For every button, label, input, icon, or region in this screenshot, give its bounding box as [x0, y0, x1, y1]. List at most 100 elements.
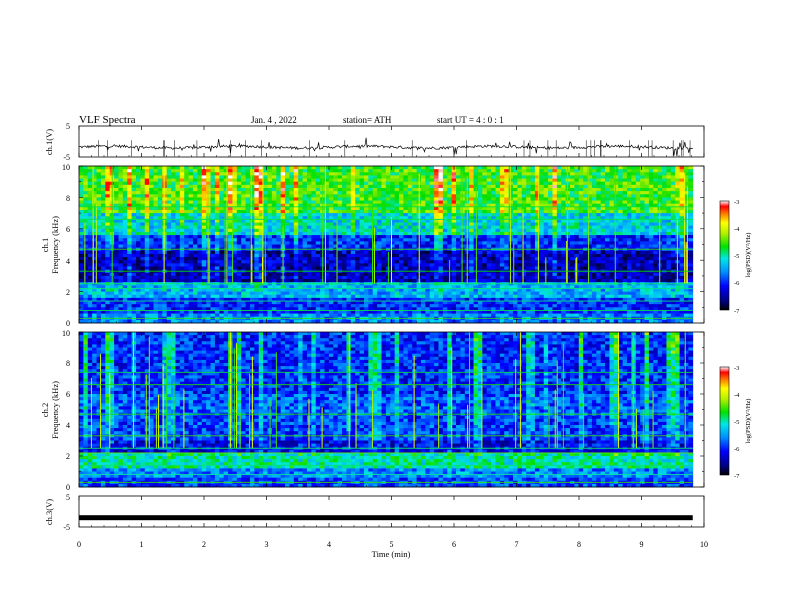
spectrogram-cell — [219, 235, 224, 239]
spectrogram-cell — [504, 179, 509, 183]
spectrogram-cell — [557, 219, 562, 223]
spectrogram-cell — [211, 194, 216, 198]
spectrogram-cell — [303, 226, 308, 230]
spectrogram-cell — [601, 207, 606, 211]
spectrogram-cell — [307, 194, 312, 198]
spectrogram-cell — [250, 229, 255, 233]
spectrogram-cell — [399, 213, 404, 217]
spectrogram-cell — [640, 257, 645, 261]
spectrogram-cell — [645, 226, 650, 230]
spectrogram-cell — [254, 166, 259, 170]
spectrogram-cell — [272, 188, 277, 192]
spectrogram-cell — [557, 263, 562, 267]
spectrogram-cell — [425, 263, 430, 267]
spectrogram-cell — [285, 263, 290, 267]
spectrogram-cell — [140, 166, 145, 170]
spectrogram-cell — [566, 219, 571, 223]
spectrogram-cell — [596, 194, 601, 198]
spectrogram-cell — [469, 213, 474, 217]
spectrogram-cell — [609, 172, 614, 176]
spectrogram-cell — [197, 223, 202, 227]
spectrogram-cell — [250, 188, 255, 192]
spectrogram-cell — [526, 188, 531, 192]
spectrogram-cell — [631, 191, 636, 195]
spectrogram-cell — [114, 201, 119, 205]
spectrogram-cell — [289, 226, 294, 230]
spectrogram-cell — [355, 251, 360, 255]
spectrogram-cell — [535, 213, 540, 217]
spectrogram-cell — [355, 213, 360, 217]
spectrogram-cell — [482, 194, 487, 198]
spectrogram-cell — [636, 201, 641, 205]
spectrogram-cell — [430, 175, 435, 179]
spectrogram-cell — [658, 172, 663, 176]
spectrogram-cell — [509, 169, 514, 173]
spectrogram-cell — [294, 210, 299, 214]
spectrogram-cell — [268, 219, 273, 223]
spectrogram-cell — [399, 169, 404, 173]
spectrogram-cell — [189, 210, 194, 214]
spectrogram-cell — [504, 185, 509, 189]
spectrogram-cell — [289, 210, 294, 214]
spectrogram-cell — [373, 263, 378, 267]
spectrogram-cell — [184, 169, 189, 173]
spectrogram-cell — [140, 235, 145, 239]
spectrogram-cell — [539, 166, 544, 170]
spectrogram-cell — [276, 175, 281, 179]
spectrogram-cell — [609, 219, 614, 223]
spectrogram-cell — [649, 219, 654, 223]
spectrogram-cell — [118, 226, 123, 230]
spectrogram-cell — [83, 232, 88, 236]
spectrogram-cell — [601, 213, 606, 217]
spectrogram-cell — [430, 266, 435, 270]
spectrogram-cell — [522, 238, 527, 242]
spectrogram-cell — [298, 185, 303, 189]
spectrogram-cell — [132, 213, 137, 217]
spectrogram-cell — [482, 241, 487, 245]
spectrogram-cell — [386, 232, 391, 236]
spectrogram-cell — [132, 273, 137, 277]
spectrogram-cell — [583, 238, 588, 242]
spectrogram-cell — [592, 179, 597, 183]
spectrogram-cell — [478, 238, 483, 242]
spectrogram-cell — [412, 235, 417, 239]
spectrogram-cell — [180, 232, 185, 236]
spectrogram-cell — [583, 245, 588, 249]
spectrogram-cell — [228, 263, 233, 267]
spectrogram-cell — [631, 223, 636, 227]
spectrogram-cell — [412, 201, 417, 205]
spectrogram-cell — [298, 172, 303, 176]
spectrogram-cell — [491, 210, 496, 214]
spectrogram-cell — [504, 207, 509, 211]
spectrogram-cell — [596, 201, 601, 205]
spectrogram-cell — [158, 166, 163, 170]
spectrogram-cell — [662, 169, 667, 173]
spectrogram-cell — [491, 175, 496, 179]
spectrogram-cell — [452, 226, 457, 230]
spectrogram-cell — [140, 232, 145, 236]
spectrogram-cell — [509, 257, 514, 261]
spectrogram-cell — [531, 201, 536, 205]
spectrogram-cell — [517, 260, 522, 264]
spectrogram-cell — [618, 223, 623, 227]
spectrogram-cell — [228, 229, 233, 233]
spectrogram-cell — [373, 166, 378, 170]
spectrogram-cell — [136, 254, 141, 258]
spectrogram-cell — [281, 188, 286, 192]
spectrogram-cell — [114, 185, 119, 189]
spectrogram-cell — [631, 175, 636, 179]
spectrogram-cell — [241, 260, 246, 264]
spectrogram-cell — [193, 235, 198, 239]
spectrogram-cell — [307, 219, 312, 223]
spectrogram-cell — [403, 197, 408, 201]
spectrogram-cell — [180, 194, 185, 198]
spectrogram-cell — [583, 169, 588, 173]
spectrogram-cell — [596, 169, 601, 173]
spectrogram-cell — [346, 263, 351, 267]
spectrogram-cell — [456, 226, 461, 230]
spectrogram-cell — [281, 182, 286, 186]
spectrogram-cell — [596, 223, 601, 227]
spectrogram-cell — [162, 260, 167, 264]
spectrogram-cell — [346, 188, 351, 192]
spectrogram-cell — [289, 201, 294, 205]
